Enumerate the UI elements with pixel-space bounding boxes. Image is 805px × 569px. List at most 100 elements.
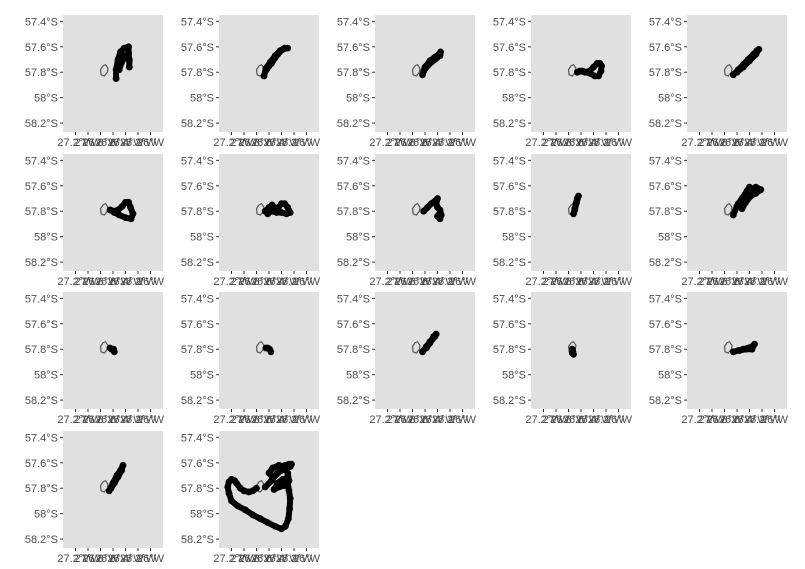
x-tick-label: 26.2°W bbox=[432, 137, 469, 149]
track-point bbox=[597, 67, 605, 75]
x-tick-label: 26°W bbox=[605, 414, 633, 426]
x-tick-label: 26.2°W bbox=[276, 414, 313, 426]
track-point bbox=[118, 58, 126, 66]
facet-panel-13: 57.4°S57.6°S57.8°S58°S58.2°S27.2°W27°W26… bbox=[337, 292, 477, 426]
track-point bbox=[746, 183, 753, 191]
track-point bbox=[752, 51, 760, 58]
track-point bbox=[746, 57, 753, 65]
y-tick-label: 57.4°S bbox=[649, 16, 682, 28]
x-tick-label: 27°W bbox=[74, 276, 102, 288]
x-tick-label: 26.2°W bbox=[588, 276, 625, 288]
x-tick-label: 27.2°W bbox=[681, 414, 718, 426]
x-tick-label: 26.8°W bbox=[550, 137, 587, 149]
x-tick-label: 26.2°W bbox=[120, 276, 157, 288]
x-tick-label: 26.2°W bbox=[276, 553, 313, 565]
track-point bbox=[748, 345, 756, 353]
island-outline bbox=[411, 202, 421, 216]
y-tick-label: 58.2°S bbox=[181, 257, 214, 269]
x-tick-label: 26.2°W bbox=[120, 553, 157, 565]
facet-panel-2: 57.4°S57.6°S57.8°S58°S58.2°S27.2°W27°W26… bbox=[181, 15, 321, 149]
track-point bbox=[747, 192, 755, 200]
x-tick-label: 26.6°W bbox=[251, 276, 288, 288]
track-point bbox=[278, 525, 285, 533]
track-point bbox=[264, 210, 272, 218]
track-point bbox=[249, 511, 257, 519]
facet-panel-12: 57.4°S57.6°S57.8°S58°S58.2°S27.2°W27°W26… bbox=[181, 292, 321, 426]
x-tick-label: 27.2°W bbox=[369, 137, 406, 149]
x-tick-label: 26.4°W bbox=[107, 137, 144, 149]
facet-panel-5: 57.4°S57.6°S57.8°S58°S58.2°S27.2°W27°W26… bbox=[649, 15, 789, 149]
facet-panel-6: 57.4°S57.6°S57.8°S58°S58.2°S27.2°W27°W26… bbox=[25, 154, 165, 288]
track-point bbox=[422, 344, 430, 352]
y-tick-label: 57.6°S bbox=[25, 181, 58, 193]
x-tick-label: 26.8°W bbox=[238, 276, 275, 288]
x-tick-label: 26.4°W bbox=[263, 276, 300, 288]
track-point bbox=[426, 339, 434, 347]
x-tick-label: 26.8°W bbox=[238, 553, 275, 565]
y-tick-label: 57.4°S bbox=[493, 155, 526, 167]
y-tick-label: 57.8°S bbox=[25, 483, 58, 495]
track-point bbox=[286, 463, 294, 470]
track-point bbox=[269, 464, 277, 472]
track-point bbox=[228, 497, 235, 505]
track-point bbox=[107, 484, 115, 492]
x-tick-label: 27.2°W bbox=[525, 276, 562, 288]
island-outline bbox=[723, 340, 733, 354]
track-point bbox=[112, 75, 120, 82]
x-tick-label: 26°W bbox=[293, 137, 321, 149]
x-tick-label: 26.4°W bbox=[107, 276, 144, 288]
island-outline bbox=[255, 202, 265, 216]
track-point bbox=[264, 519, 272, 526]
x-tick-label: 26.4°W bbox=[263, 137, 300, 149]
track-point bbox=[280, 463, 288, 470]
y-tick-label: 58.2°S bbox=[649, 395, 682, 407]
track-point bbox=[241, 506, 249, 514]
x-tick-label: 26°W bbox=[761, 137, 789, 149]
facet-panel-1: 57.4°S57.6°S57.8°S58°S58.2°S27.2°W27°W26… bbox=[25, 15, 165, 149]
x-tick-label: 27.2°W bbox=[213, 276, 250, 288]
facet-panel-16: 57.4°S57.6°S57.8°S58°S58.2°S27.2°W27°W26… bbox=[25, 431, 165, 565]
y-tick-label: 57.6°S bbox=[25, 42, 58, 54]
y-tick-label: 58.2°S bbox=[337, 395, 370, 407]
x-tick-label: 26.8°W bbox=[706, 276, 743, 288]
track-point bbox=[573, 198, 580, 206]
y-tick-label: 57.4°S bbox=[337, 16, 370, 28]
track-point bbox=[261, 483, 269, 491]
y-tick-label: 58°S bbox=[34, 509, 58, 521]
x-tick-label: 26°W bbox=[761, 276, 789, 288]
y-tick-label: 57.4°S bbox=[181, 155, 214, 167]
track-point bbox=[279, 45, 287, 53]
track-point bbox=[118, 467, 126, 474]
x-tick-label: 27.2°W bbox=[681, 137, 718, 149]
x-tick-label: 26.6°W bbox=[251, 553, 288, 565]
x-tick-label: 27.2°W bbox=[57, 137, 94, 149]
x-tick-label: 26.8°W bbox=[706, 137, 743, 149]
x-tick-label: 27°W bbox=[386, 414, 414, 426]
track-point bbox=[256, 515, 264, 523]
track-point bbox=[286, 495, 294, 502]
x-tick-label: 27°W bbox=[542, 137, 570, 149]
track-point bbox=[571, 206, 579, 214]
y-tick-label: 58.2°S bbox=[337, 257, 370, 269]
panel-background bbox=[219, 431, 319, 548]
x-tick-label: 26.2°W bbox=[744, 137, 781, 149]
x-tick-label: 26.8°W bbox=[394, 414, 431, 426]
y-tick-label: 58°S bbox=[190, 232, 214, 244]
track-point bbox=[285, 487, 293, 495]
y-tick-label: 57.6°S bbox=[493, 181, 526, 193]
track-point bbox=[752, 190, 760, 197]
x-tick-label: 27°W bbox=[74, 553, 102, 565]
x-tick-label: 26.2°W bbox=[744, 414, 781, 426]
y-tick-label: 57.8°S bbox=[181, 344, 214, 356]
y-tick-label: 57.6°S bbox=[337, 181, 370, 193]
y-tick-label: 57.6°S bbox=[181, 181, 214, 193]
x-tick-label: 26.6°W bbox=[95, 553, 132, 565]
x-tick-label: 26°W bbox=[449, 276, 477, 288]
track-point bbox=[110, 479, 118, 487]
track-point bbox=[125, 43, 132, 51]
y-tick-label: 58°S bbox=[346, 93, 370, 105]
panel-background bbox=[63, 15, 163, 132]
track-point bbox=[751, 340, 758, 348]
y-tick-label: 58°S bbox=[346, 232, 370, 244]
x-tick-label: 26.4°W bbox=[107, 553, 144, 565]
